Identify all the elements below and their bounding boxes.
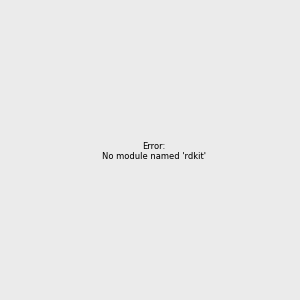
Text: Error:
No module named 'rdkit': Error: No module named 'rdkit': [102, 142, 206, 161]
